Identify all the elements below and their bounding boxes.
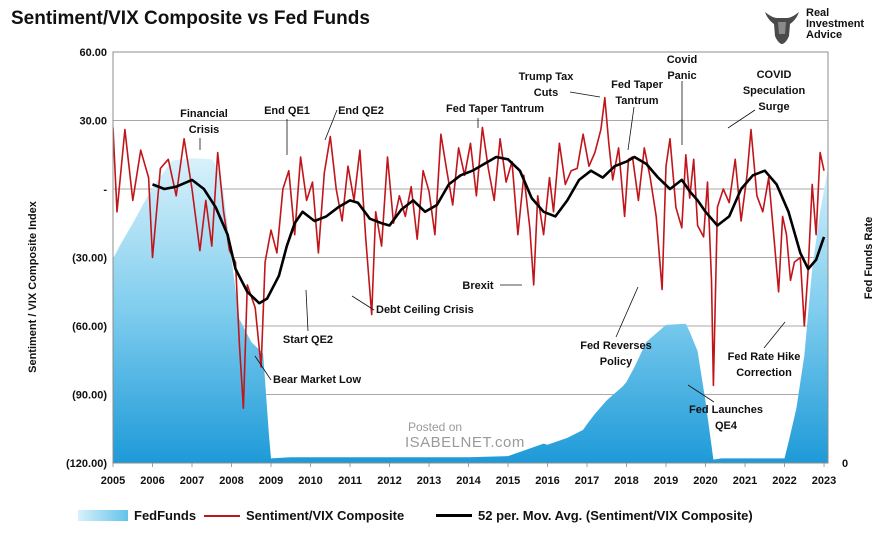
x-tick-label: 2017: [575, 475, 599, 487]
y-tick-label: (90.00): [72, 390, 107, 402]
plot-frame: [112, 51, 829, 464]
legend-label-fedfunds: FedFunds: [134, 508, 197, 523]
x-tick-label: 2015: [496, 475, 520, 487]
moving-average-line: [152, 155, 826, 305]
bull-head-logo-icon: [765, 12, 799, 44]
annotation-label: Panic: [667, 70, 696, 82]
x-tick-label: 2016: [535, 475, 559, 487]
brand-line2: Investment: [806, 18, 865, 30]
x-tick-label: 2020: [693, 475, 717, 487]
legend-swatch-sentiment: [204, 514, 240, 517]
annotation-leader: [615, 286, 639, 338]
watermark-line1: Posted on: [408, 420, 463, 434]
fedfunds-area: [113, 158, 828, 463]
annotation-leader: [324, 109, 338, 141]
annotation-label: QE4: [715, 420, 738, 432]
legend-item-sentiment: Sentiment/VIX Composite: [204, 508, 404, 523]
annotation-label: Policy: [600, 356, 633, 368]
x-tick-label: 2012: [377, 475, 401, 487]
annotation-label: Fed Rate Hike: [728, 351, 801, 363]
x-tick-label: 2018: [614, 475, 638, 487]
annotation-label: Surge: [758, 101, 789, 113]
y-tick-label: 30.00: [79, 116, 107, 128]
x-axis-ticks: 2005 2006 2007 2008 2009 2010 2011 2012 2013 2014…: [101, 463, 836, 487]
y2-tick-label: 0: [842, 458, 848, 470]
x-tick-label: 2005: [101, 475, 125, 487]
watermark-line2: ISABELNET.com: [405, 434, 525, 451]
legend-swatch-movavg: [436, 514, 472, 517]
x-tick-label: 2014: [456, 475, 481, 487]
x-tick-label: 2021: [733, 475, 757, 487]
legend-swatch-fedfunds: [78, 510, 128, 521]
brand-line3: Advice: [806, 29, 843, 41]
annotation-leader: [763, 321, 786, 349]
annotation-label: COVID: [757, 69, 792, 81]
legend-label-movavg: 52 per. Mov. Avg. (Sentiment/VIX Composi…: [478, 508, 753, 523]
annotation-leader: [727, 109, 756, 129]
annotation-leader: [254, 355, 272, 381]
annotation-leader: [305, 289, 309, 332]
x-tick-label: 2006: [140, 475, 164, 487]
brand-line1: Real: [806, 7, 830, 19]
x-tick-label: 2022: [772, 475, 796, 487]
legend-item-movavg: 52 per. Mov. Avg. (Sentiment/VIX Composi…: [436, 508, 753, 523]
annotation-label: Bear Market Low: [273, 374, 361, 386]
chart-title: Sentiment/VIX Composite vs Fed Funds: [11, 8, 370, 29]
watermark: Posted on ISABELNET.com: [405, 420, 525, 451]
annotation-label: Crisis: [189, 124, 220, 136]
annotation-label: Fed Taper Tantrum: [446, 103, 544, 115]
brand-logo: Real Investment Advice: [762, 6, 882, 46]
annotation-leader: [351, 295, 375, 311]
annotation-label: Fed Reverses: [580, 340, 652, 352]
y-axis-title: Sentiment / VIX Composite Index: [27, 200, 39, 373]
x-tick-label: 2019: [654, 475, 678, 487]
x-tick-label: 2010: [298, 475, 322, 487]
legend-label-sentiment: Sentiment/VIX Composite: [246, 508, 405, 523]
annotation-leader: [687, 384, 715, 403]
annotation-label: Correction: [736, 367, 792, 379]
y-tick-label: 60.00: [79, 47, 107, 59]
annotation-label: Fed Taper: [611, 79, 663, 91]
chart-svg: 60.00 30.00 - (30.00) (60.00) (90.00) (120.00)…: [27, 47, 875, 487]
annotation-label: Brexit: [462, 280, 494, 292]
y-tick-label: (30.00): [72, 253, 107, 265]
x-tick-label: 2009: [259, 475, 283, 487]
y2-axis-title: Fed Funds Rate: [863, 217, 875, 300]
x-tick-label: 2013: [417, 475, 441, 487]
x-tick-label: 2007: [180, 475, 204, 487]
annotation-label: Tantrum: [615, 95, 658, 107]
annotation-leader: [569, 91, 601, 98]
x-tick-label: 2008: [219, 475, 243, 487]
y-tick-label: -: [103, 184, 107, 196]
annotation-label: Trump Tax: [519, 71, 575, 83]
annotation-label: Cuts: [534, 87, 558, 99]
x-tick-label: 2011: [338, 475, 362, 487]
annotation-label: Speculation: [743, 85, 806, 97]
annotation-label: End QE1: [264, 105, 310, 117]
y-tick-label: (60.00): [72, 321, 107, 333]
annotation-label: Fed Launches: [689, 404, 763, 416]
y-tick-label: (120.00): [66, 458, 107, 470]
annotation-label: Covid: [667, 54, 698, 66]
x-tick-label: 2023: [812, 475, 836, 487]
annotation-label: Start QE2: [283, 334, 333, 346]
legend-item-fedfunds: FedFunds: [78, 508, 196, 523]
y-axis-ticks: 60.00 30.00 - (30.00) (60.00) (90.00) (120.00): [66, 47, 107, 470]
brand-name: Real Investment Advice: [806, 8, 864, 41]
annotation-leader: [627, 106, 635, 151]
annotations: Financial Crisis End QE1 End QE2 Fed Taper T…: [180, 54, 805, 432]
legend: FedFunds Sentiment/VIX Composite 52 per.…: [78, 508, 878, 526]
annotation-label: Debt Ceiling Crisis: [376, 304, 474, 316]
annotation-label: Financial: [180, 108, 228, 120]
annotation-label: End QE2: [338, 105, 384, 117]
